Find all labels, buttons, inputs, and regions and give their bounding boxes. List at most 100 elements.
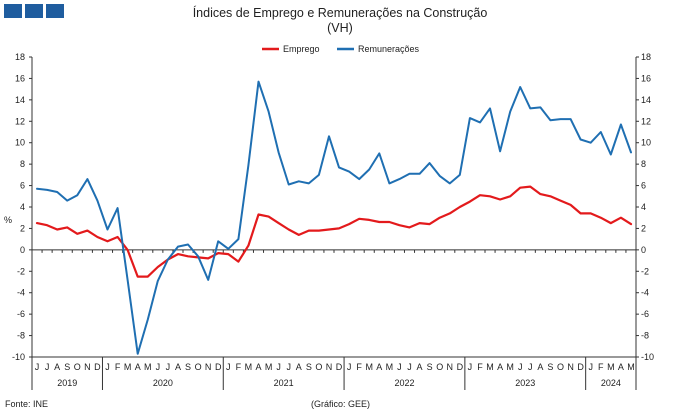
month-label: J xyxy=(468,362,473,372)
year-label: 2024 xyxy=(601,378,621,388)
month-label: D xyxy=(336,362,343,372)
y-axis-label: % xyxy=(4,215,12,225)
y-tick-label-left: -8 xyxy=(17,331,25,341)
chart-title: Índices de Emprego e Remunerações na Con… xyxy=(192,6,488,20)
year-label: 2021 xyxy=(274,378,294,388)
y-tick-label-right: 18 xyxy=(641,52,651,62)
month-label: A xyxy=(537,362,543,372)
series-line-remuneracoes xyxy=(36,80,632,355)
source-note: Fonte: INE xyxy=(5,399,49,409)
month-label: J xyxy=(276,362,281,372)
y-tick-label-right: -10 xyxy=(641,352,654,362)
year-label: 2019 xyxy=(57,378,77,388)
month-label: F xyxy=(356,362,362,372)
month-label: S xyxy=(185,362,191,372)
month-label: M xyxy=(506,362,514,372)
month-label: J xyxy=(105,362,110,372)
logo-block xyxy=(46,4,64,18)
y-tick-label-left: -2 xyxy=(17,266,25,276)
y-tick-label-right: 8 xyxy=(641,159,646,169)
month-label: A xyxy=(417,362,423,372)
month-label: O xyxy=(557,362,564,372)
month-label: A xyxy=(175,362,181,372)
y-tick-label-right: 4 xyxy=(641,202,646,212)
month-label: J xyxy=(156,362,161,372)
month-label: M xyxy=(265,362,273,372)
month-label: S xyxy=(306,362,312,372)
y-tick-label-left: -10 xyxy=(12,352,25,362)
month-label: A xyxy=(54,362,60,372)
month-label: J xyxy=(226,362,231,372)
month-label: J xyxy=(45,362,50,372)
year-label: 2022 xyxy=(394,378,414,388)
month-label: J xyxy=(528,362,533,372)
y-tick-label-right: 16 xyxy=(641,73,651,83)
series-line-emprego xyxy=(35,185,633,278)
y-tick-label-right: -2 xyxy=(641,266,649,276)
y-tick-label-left: 18 xyxy=(15,52,25,62)
month-label: F xyxy=(598,362,604,372)
month-label: A xyxy=(376,362,382,372)
month-label: M xyxy=(124,362,132,372)
y-tick-label-right: 10 xyxy=(641,138,651,148)
y-tick-label-left: 16 xyxy=(15,73,25,83)
month-label: M xyxy=(365,362,373,372)
month-label: N xyxy=(84,362,91,372)
month-label: M xyxy=(144,362,152,372)
logo-block xyxy=(25,4,43,18)
month-label: S xyxy=(64,362,70,372)
y-tick-label-right: 6 xyxy=(641,181,646,191)
month-label: F xyxy=(115,362,121,372)
month-label: J xyxy=(518,362,523,372)
y-tick-label-right: -6 xyxy=(641,309,649,319)
month-label: A xyxy=(618,362,624,372)
legend-label: Emprego xyxy=(283,44,320,54)
month-label: N xyxy=(567,362,574,372)
month-label: A xyxy=(135,362,141,372)
month-label: D xyxy=(577,362,584,372)
month-label: A xyxy=(255,362,261,372)
month-label: M xyxy=(386,362,394,372)
month-label: F xyxy=(477,362,483,372)
month-label: J xyxy=(588,362,593,372)
month-label: D xyxy=(215,362,222,372)
y-tick-label-left: 2 xyxy=(20,223,25,233)
legend-label: Remunerações xyxy=(358,44,420,54)
chart-title-block: Índices de Emprego e Remunerações na Con… xyxy=(0,6,680,36)
month-label: S xyxy=(547,362,553,372)
year-label: 2020 xyxy=(153,378,173,388)
y-tick-label-right: 14 xyxy=(641,95,651,105)
chart-subtitle: (VH) xyxy=(327,21,353,35)
month-label: J xyxy=(35,362,40,372)
month-label: D xyxy=(94,362,101,372)
y-tick-label-left: 6 xyxy=(20,181,25,191)
y-tick-label-left: 0 xyxy=(20,245,25,255)
y-tick-label-left: 8 xyxy=(20,159,25,169)
month-label: D xyxy=(457,362,464,372)
month-label: N xyxy=(205,362,212,372)
month-label: O xyxy=(74,362,81,372)
month-label: N xyxy=(326,362,333,372)
month-label: M xyxy=(245,362,253,372)
month-label: M xyxy=(627,362,635,372)
institutional-logo xyxy=(4,4,64,18)
month-label: J xyxy=(397,362,402,372)
y-tick-label-right: -8 xyxy=(641,331,649,341)
y-tick-label-left: 10 xyxy=(15,138,25,148)
month-label: M xyxy=(486,362,494,372)
y-tick-label-right: 12 xyxy=(641,116,651,126)
month-label: O xyxy=(436,362,443,372)
month-label: F xyxy=(236,362,242,372)
logo-block xyxy=(4,4,22,18)
month-label: J xyxy=(347,362,352,372)
chart-credit: (Gráfico: GEE) xyxy=(311,399,371,409)
month-label: J xyxy=(407,362,412,372)
month-label: A xyxy=(497,362,503,372)
y-tick-label-left: 14 xyxy=(15,95,25,105)
month-label: S xyxy=(427,362,433,372)
y-tick-label-left: 12 xyxy=(15,116,25,126)
y-tick-label-right: 2 xyxy=(641,223,646,233)
month-label: N xyxy=(447,362,454,372)
year-label: 2023 xyxy=(515,378,535,388)
